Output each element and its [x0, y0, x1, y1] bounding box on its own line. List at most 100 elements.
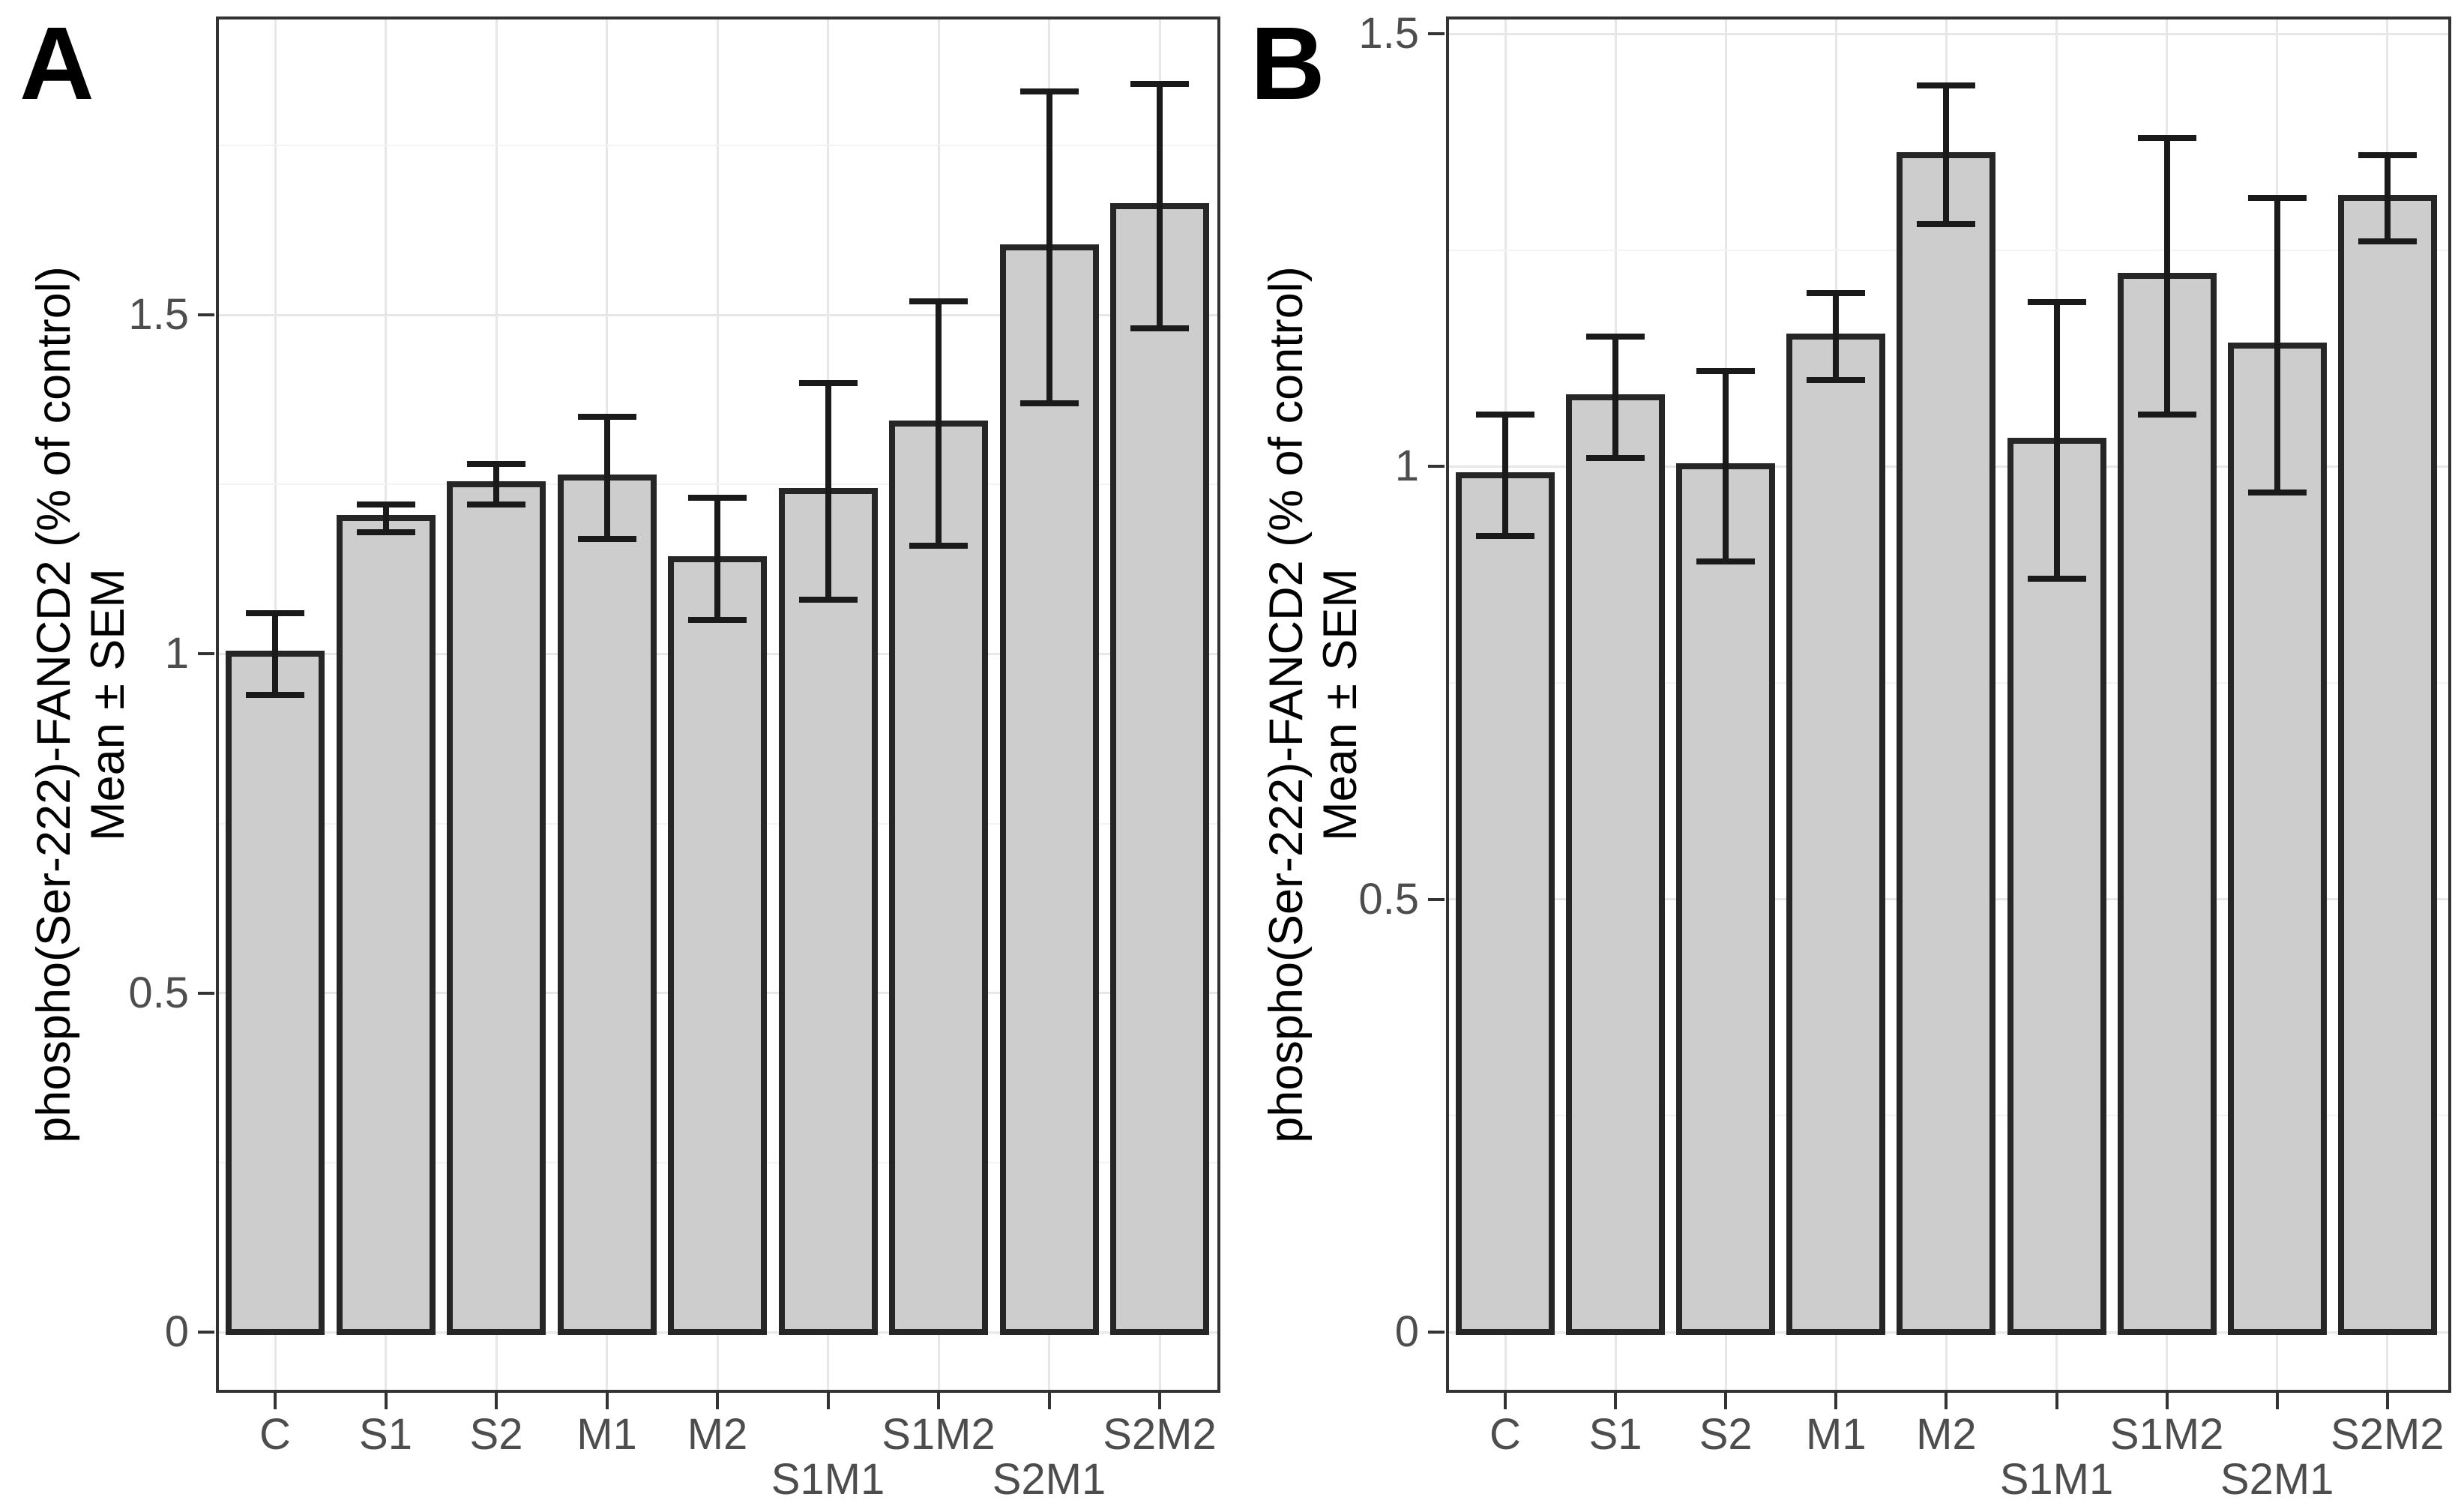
error-bar-line	[603, 416, 610, 539]
x-tick-mark	[937, 1393, 940, 1409]
error-bar-cap-top	[1130, 81, 1189, 88]
y-tick-label: 1	[164, 629, 189, 678]
plot-area-a	[216, 16, 1220, 1393]
error-bar-cap-top	[688, 495, 747, 502]
x-tick-label-S2M2: S2M2	[2331, 1410, 2445, 1459]
y-axis-title-line2: Mean ± SEM	[1314, 568, 1367, 841]
y-axis-title-line1: phospho(Ser-222)-FANCD2 (% of control)	[1260, 266, 1313, 1143]
x-tick-mark	[2385, 1393, 2389, 1409]
y-tick-mark	[1428, 1331, 1445, 1334]
y-tick-mark	[198, 313, 214, 317]
error-bar-cap-top	[2247, 195, 2307, 202]
error-bar-cap-top	[2137, 134, 2196, 141]
x-tick-mark	[495, 1393, 498, 1409]
error-bar-cap-bottom	[2247, 490, 2307, 496]
x-tick-mark	[2275, 1393, 2279, 1409]
x-tick-label-C: C	[1489, 1410, 1521, 1459]
bar-S1	[336, 515, 436, 1335]
x-tick-label-S2: S2	[1699, 1410, 1753, 1459]
x-tick-mark	[1614, 1393, 1618, 1409]
error-bar-line	[382, 504, 389, 532]
error-bar-cap-bottom	[1019, 400, 1079, 406]
error-bar-cap-top	[1917, 82, 1976, 89]
x-tick-mark	[1158, 1393, 1161, 1409]
x-tick-mark	[605, 1393, 609, 1409]
error-bar-cap-top	[1476, 412, 1534, 418]
error-bar-cap-bottom	[2027, 576, 2086, 582]
error-bar-cap-bottom	[2358, 238, 2417, 245]
error-bar-line	[1943, 85, 1950, 225]
error-bar-cap-bottom	[356, 528, 415, 535]
x-tick-label-S1M2: S1M2	[2109, 1410, 2224, 1459]
error-bar-cap-bottom	[467, 502, 525, 508]
panel-letter-b: B	[1250, 6, 1325, 121]
error-bar-cap-bottom	[577, 535, 636, 542]
x-tick-mark	[1834, 1393, 1838, 1409]
error-bar-cap-bottom	[1586, 454, 1645, 461]
error-bar-cap-top	[909, 298, 968, 304]
x-tick-mark	[2165, 1393, 2169, 1409]
error-bar-cap-top	[246, 610, 304, 617]
bar-S2M2	[1110, 203, 1209, 1335]
x-tick-label-S1: S1	[1588, 1410, 1642, 1459]
error-bar-cap-top	[577, 413, 636, 420]
bar-M2	[668, 555, 767, 1335]
error-bar-line	[272, 613, 278, 695]
error-bar-cap-top	[1586, 334, 1645, 340]
y-tick-label: 1.5	[1358, 9, 1419, 58]
x-tick-mark	[826, 1393, 830, 1409]
gridline-minor	[219, 484, 1217, 486]
error-bar-cap-bottom	[1130, 325, 1189, 332]
y-tick-label: 1.5	[128, 290, 189, 340]
x-tick-label-S2M1: S2M1	[2220, 1455, 2334, 1504]
bar-S2	[1676, 463, 1776, 1335]
y-tick-mark	[198, 1331, 214, 1334]
x-tick-label-M1: M1	[1806, 1410, 1867, 1459]
bar-S2	[447, 481, 546, 1335]
y-tick-mark	[1428, 897, 1445, 901]
error-bar-line	[2384, 154, 2391, 242]
y-axis-title-b: phospho(Ser-222)-FANCD2 (% of control) Me…	[1259, 266, 1367, 1142]
panel-letter-a: A	[19, 6, 94, 121]
error-bar-cap-bottom	[2137, 412, 2196, 418]
x-tick-mark	[1724, 1393, 1728, 1409]
error-bar-cap-bottom	[1917, 221, 1976, 228]
bar-S1M1	[2007, 437, 2106, 1335]
y-tick-label: 0.5	[128, 968, 189, 1017]
x-tick-mark	[1047, 1393, 1051, 1409]
bar-S2M1	[2227, 342, 2327, 1335]
y-tick-label: 0	[164, 1307, 189, 1356]
x-tick-label-M2: M2	[1916, 1410, 1977, 1459]
error-bar-cap-top	[1019, 88, 1079, 94]
bar-C	[226, 651, 325, 1335]
error-bar-cap-top	[467, 461, 525, 468]
error-bar-cap-bottom	[798, 596, 858, 603]
plot-area-b	[1446, 16, 2451, 1393]
y-tick-label: 0.5	[1358, 874, 1419, 924]
x-tick-mark	[1945, 1393, 1948, 1409]
x-tick-label-S1M2: S1M2	[882, 1410, 995, 1459]
x-tick-label-S1M1: S1M1	[1999, 1455, 2114, 1504]
x-tick-mark	[384, 1393, 388, 1409]
bar-S1M1	[778, 488, 878, 1335]
x-tick-label-M2: M2	[687, 1410, 748, 1459]
error-bar-line	[1502, 415, 1508, 536]
x-tick-label-S1: S1	[359, 1410, 412, 1459]
bar-C	[1456, 472, 1555, 1335]
error-bar-line	[493, 464, 499, 505]
bar-S2M1	[999, 244, 1099, 1335]
error-bar-cap-top	[1807, 290, 1866, 297]
error-bar-cap-top	[356, 502, 415, 508]
error-bar-cap-top	[2358, 151, 2417, 158]
x-tick-label-S2: S2	[469, 1410, 523, 1459]
error-bar-line	[714, 498, 720, 621]
error-bar-line	[1612, 337, 1619, 458]
gridline-major	[1449, 32, 2448, 35]
x-tick-mark	[274, 1393, 277, 1409]
x-tick-label-C: C	[259, 1410, 291, 1459]
error-bar-cap-bottom	[1476, 532, 1534, 539]
bar-M1	[1786, 334, 1886, 1335]
error-bar-line	[2163, 137, 2170, 415]
y-tick-mark	[198, 652, 214, 656]
error-bar-cap-top	[2027, 299, 2086, 306]
